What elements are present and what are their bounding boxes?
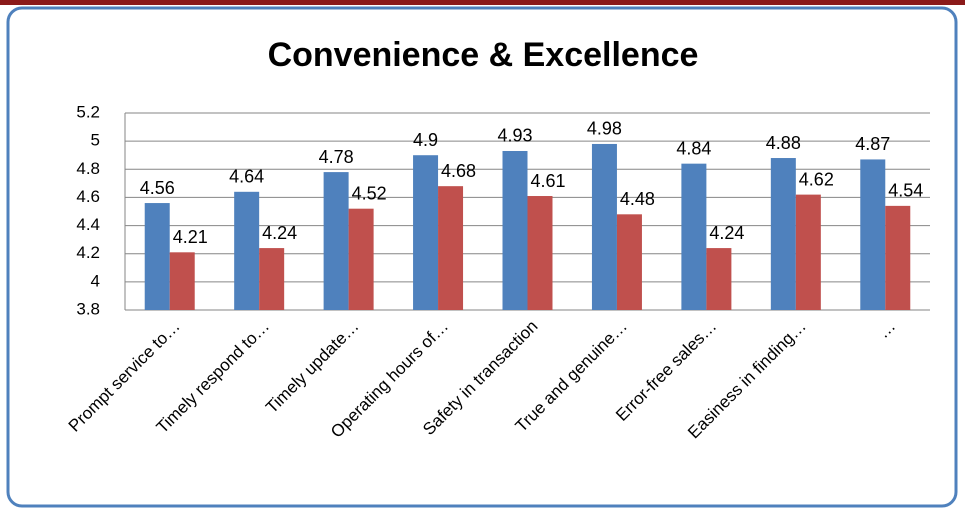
bar: [527, 196, 553, 310]
y-tick-label: 4.4: [76, 215, 100, 234]
bar: [616, 214, 642, 310]
data-label: 4.24: [709, 223, 744, 243]
data-label: 4.52: [352, 183, 387, 203]
y-tick-label: 5.2: [76, 102, 100, 121]
y-tick-label: 4.6: [76, 187, 100, 206]
bar: [323, 172, 349, 310]
y-tick-label: 3.8: [76, 299, 100, 318]
bar: [795, 194, 821, 310]
y-tick-label: 4.8: [76, 159, 100, 178]
bar: [438, 186, 464, 310]
data-label: 4.88: [766, 133, 801, 153]
bar: [234, 191, 260, 310]
data-label: 4.24: [262, 223, 297, 243]
top-strip: [0, 0, 965, 5]
bar: [348, 208, 374, 310]
chart-title: Convenience & Excellence: [268, 36, 699, 74]
data-label: 4.87: [855, 134, 890, 154]
bar: [502, 150, 528, 310]
data-label: 4.62: [799, 169, 834, 189]
y-tick-label: 4.2: [76, 243, 100, 262]
bar: [144, 203, 170, 310]
bar: [860, 159, 886, 310]
data-label: 4.68: [441, 161, 476, 181]
bar: [885, 205, 911, 310]
bar: [706, 248, 732, 310]
data-label: 4.93: [497, 126, 532, 146]
bar: [259, 248, 285, 310]
data-label: 4.98: [587, 119, 622, 139]
data-label: 4.54: [888, 181, 923, 201]
data-label: 4.48: [620, 189, 655, 209]
y-tick-label: 4: [91, 271, 100, 290]
bar: [591, 143, 617, 310]
bar: [413, 155, 439, 310]
data-label: 4.84: [676, 138, 711, 158]
data-label: 4.64: [229, 167, 264, 187]
data-label: 4.56: [140, 178, 175, 198]
frame: [6, 6, 958, 508]
data-label: 4.9: [413, 130, 438, 150]
bar: [169, 252, 195, 310]
bar: [770, 158, 796, 310]
data-label: 4.78: [319, 147, 354, 167]
data-label: 4.21: [173, 227, 208, 247]
bar: [681, 163, 707, 310]
y-tick-label: 5: [91, 131, 100, 150]
data-label: 4.61: [530, 171, 565, 191]
